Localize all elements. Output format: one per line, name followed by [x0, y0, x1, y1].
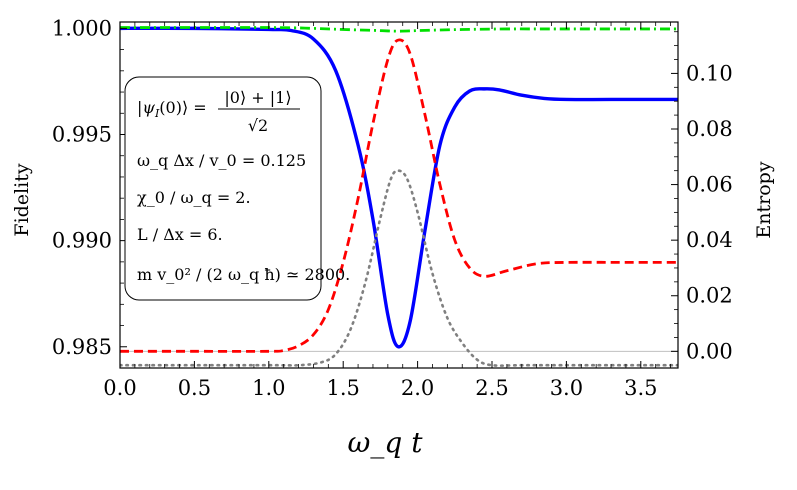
y-right-tick-label-3: 0.06: [686, 173, 733, 197]
parameter-box-frame: [124, 76, 322, 301]
box-state-numerator: |0⟩ + |1⟩: [224, 88, 291, 107]
x-tick-label-1: 0.5: [178, 376, 211, 400]
plot-frame: [119, 21, 679, 369]
y-right-axis-label: Entropy: [753, 161, 775, 238]
box-state-denominator: √2: [248, 116, 268, 135]
y-right-tick-label-4: 0.08: [686, 117, 733, 141]
x-tick-label-7: 3.5: [624, 376, 657, 400]
box-line-chi: χ_0 / ω_q = 2.: [137, 188, 251, 207]
y-left-tick-label-0: 0.985: [52, 335, 112, 359]
x-tick-label-4: 2.0: [401, 376, 434, 400]
x-tick-label-6: 3.0: [550, 376, 583, 400]
box-line-l: L / Δx = 6.: [137, 225, 223, 244]
x-tick-label-5: 2.5: [475, 376, 508, 400]
y-right-tick-label-1: 0.02: [686, 284, 733, 308]
box-state-sub: I: [154, 107, 160, 120]
y-right-tick-label-5: 0.10: [686, 61, 733, 85]
y-left-tick-label-3: 1.000: [52, 16, 112, 40]
svg-text:|ψI(0)⟩ =: |ψI(0)⟩ =: [137, 98, 207, 120]
y-left-tick-label-2: 0.995: [52, 123, 112, 147]
fidelity-blue-line: [120, 26, 678, 349]
x-tick-label-2: 1.0: [252, 376, 285, 400]
parameter-box: |ψI(0)⟩ = |0⟩ + |1⟩ √2 ω_q Δx / v_0 = 0.…: [124, 76, 350, 301]
y-right-tick-label-2: 0.04: [686, 228, 733, 252]
gray-dotted-line: [120, 169, 678, 367]
y-left-tick-label-1: 0.990: [52, 229, 112, 253]
x-tick-label-0: 0.0: [103, 376, 136, 400]
box-state-mid: (0)⟩ =: [159, 98, 206, 117]
y-left-axis-label: Fidelity: [11, 163, 33, 236]
box-line-dx: ω_q Δx / v_0 = 0.125: [137, 151, 306, 170]
box-state-lhs: |ψ: [137, 98, 155, 117]
box-line-m: m v_0² / (2 ω_q ħ) ≃ 2800.: [137, 265, 350, 284]
x-tick-label-3: 1.5: [326, 376, 359, 400]
x-axis-label: ω_q t: [348, 426, 424, 459]
y-right-tick-label-0: 0.00: [686, 339, 733, 363]
green-dashdot-line: [120, 26, 678, 33]
entropy-red-dashed-line: [120, 38, 678, 353]
